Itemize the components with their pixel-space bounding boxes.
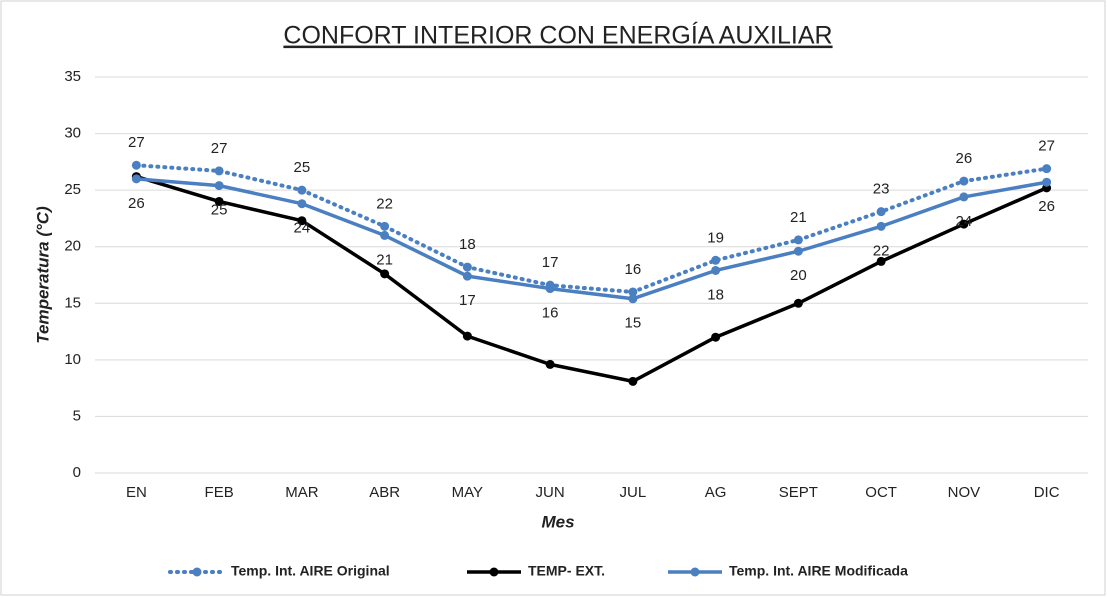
point [1042,164,1052,174]
point [793,298,803,308]
point [711,332,721,342]
point [462,331,472,341]
data-label: 22 [873,242,890,259]
series-line [136,177,1047,301]
legend-marker [489,567,499,577]
x-tick-label: JUL [620,484,647,501]
x-tick-label: MAY [452,484,483,501]
point [380,221,390,231]
data-label: 19 [707,229,724,246]
point [545,284,555,294]
legend-marker [690,567,700,577]
data-label: 26 [1038,198,1055,215]
point [297,199,307,209]
y-tick-label: 35 [64,68,81,85]
y-tick-label: 20 [64,238,81,255]
x-tick-label: DIC [1034,484,1060,501]
point [959,176,969,186]
point [214,196,224,206]
series-line [135,174,1048,384]
data-label: 21 [790,209,807,226]
data-label: 26 [956,150,973,167]
point [214,181,224,191]
point [131,174,141,184]
x-tick-label: SEPT [779,484,818,501]
point [380,269,390,279]
point [876,256,886,266]
data-label: 16 [625,261,642,278]
legend-label: Temp. Int. AIRE Original [231,563,390,579]
y-tick-label: 5 [73,407,81,424]
point [628,294,638,304]
x-tick-label: EN [126,484,147,501]
point [628,376,638,386]
point [462,262,472,272]
data-label: 21 [376,251,393,268]
data-label: 27 [128,134,145,151]
point [1042,177,1052,187]
series-line [134,163,1049,294]
point [462,271,472,281]
data-label: 23 [873,181,890,198]
point [297,185,307,195]
data-label: 18 [459,236,476,253]
data-label: 22 [376,195,393,212]
point [711,255,721,265]
point [711,265,721,275]
point [131,160,141,170]
chart-title: CONFORT INTERIOR CON ENERGÍA AUXILIAR [283,21,832,50]
y-tick-label: 25 [64,181,81,198]
data-label: 20 [790,267,807,284]
point [959,219,969,229]
x-tick-label: JUN [536,484,565,501]
point [545,359,555,369]
point [297,216,307,226]
x-tick-label: MAR [285,484,319,501]
x-tick-label: OCT [865,484,897,501]
data-label: 24 [294,220,311,237]
x-axis-label: Mes [541,512,574,531]
data-label: 25 [294,159,311,176]
point [876,221,886,231]
y-tick-label: 10 [64,351,81,368]
point [793,235,803,245]
data-label: 17 [542,254,559,271]
data-label: 18 [707,286,724,303]
y-axis-label: Temperatura (°C) [33,206,52,344]
x-tick-label: ABR [369,484,400,501]
legend-marker [192,567,202,577]
data-label: 15 [625,315,642,332]
data-label: 26 [128,195,145,212]
point [793,246,803,256]
point [959,192,969,202]
x-tick-label: AG [705,484,727,501]
data-label: 25 [211,202,228,219]
y-tick-label: 15 [64,294,81,311]
data-label: 27 [211,140,228,157]
data-label: 17 [459,292,476,309]
legend-label: TEMP- EXT. [528,563,605,579]
y-tick-label: 0 [73,464,81,481]
point [628,287,638,297]
x-tick-label: FEB [205,484,234,501]
y-tick-label: 30 [64,125,81,142]
point [214,166,224,176]
legend-label: Temp. Int. AIRE Modificada [729,563,908,579]
data-label: 27 [1038,138,1055,155]
point [876,207,886,217]
point [380,230,390,240]
x-tick-label: NOV [948,484,981,501]
data-label: 16 [542,305,559,322]
data-label: 24 [956,213,973,230]
